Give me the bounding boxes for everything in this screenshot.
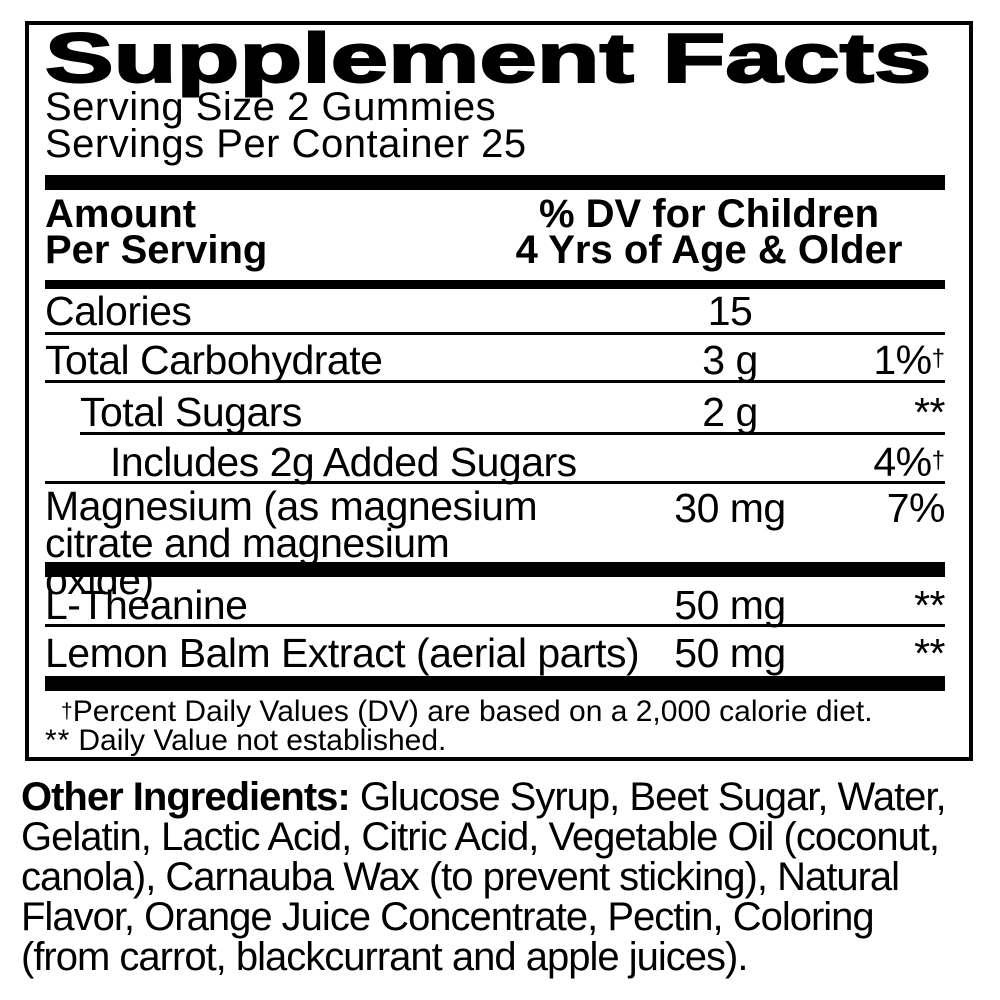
column-header-row: Amount Per Serving % DV for Children 4 Y… (45, 192, 945, 272)
dv-header-line2: 4 Yrs of Age & Older (515, 228, 903, 272)
nutrient-row-l-theanine: L-Theanine 50 mg ** (45, 577, 945, 628)
other-ingredients-line: Flavor, Orange Juice Concentrate, Pectin… (21, 895, 875, 939)
nutrient-name: Magnesium (as magnesium citrate and magn… (45, 483, 538, 603)
nutrient-name: Lemon Balm Extract (aerial parts) (45, 630, 640, 676)
other-ingredients-line: Other Ingredients: Glucose Syrup, Beet S… (21, 775, 947, 819)
nutrient-dv: ** (914, 630, 945, 676)
row-divider-indented (80, 432, 945, 435)
nutrient-dv: 4%† (873, 439, 945, 485)
nutrient-amount: 50 mg (674, 582, 786, 628)
panel-title: Supplement Facts (44, 19, 933, 97)
divider-bar-thick (45, 676, 945, 691)
row-divider (45, 481, 945, 484)
row-divider (45, 380, 945, 383)
other-ingredients-line: canola), Carnauba Wax (to prevent sticki… (21, 855, 900, 899)
servings-per-container: Servings Per Container 25 (45, 122, 527, 166)
nutrient-row-calories: Calories 15 (45, 289, 945, 332)
other-ingredients-line: Gelatin, Lactic Acid, Citric Acid, Veget… (21, 815, 940, 859)
nutrient-name: Total Sugars (80, 389, 302, 435)
footnote-dv-not-established: ** Daily Value not established. (45, 724, 447, 757)
dagger-footnote-mark: † (931, 345, 945, 372)
amount-header-line2: Per Serving (45, 228, 268, 272)
dv-header-line1: % DV for Children (538, 192, 880, 236)
nutrient-dv: 1%† (873, 337, 945, 383)
nutrient-amount: 15 (707, 288, 753, 334)
dagger-footnote-mark: † (61, 700, 73, 723)
divider-bar-medium (45, 280, 945, 289)
divider-bar-thick (45, 562, 945, 577)
nutrient-dv: 7% (886, 485, 946, 531)
nutrient-amount: 2 g (702, 389, 758, 435)
nutrient-row-added-sugars: Includes 2g Added Sugars 4%† (45, 435, 945, 485)
amount-column-header: Amount Per Serving (45, 192, 268, 272)
divider-bar-thick (45, 175, 945, 190)
nutrient-amount: 30 mg (674, 485, 786, 531)
nutrient-dv: ** (914, 582, 945, 628)
row-divider (45, 332, 945, 335)
other-ingredients-label: Other Ingredients: (21, 775, 351, 819)
row-divider (45, 624, 945, 627)
nutrient-name: Calories (45, 288, 192, 334)
nutrient-row-magnesium: Magnesium (as magnesium citrate and magn… (45, 484, 946, 601)
dagger-footnote-mark: † (931, 447, 945, 474)
supplement-facts-panel: Supplement Facts Serving Size 2 Gummies … (25, 21, 973, 761)
nutrient-row-lemon-balm: Lemon Balm Extract (aerial parts) 50 mg … (45, 627, 945, 674)
serving-size: Serving Size 2 Gummies (45, 85, 497, 129)
footnote-daily-values: †Percent Daily Values (DV) are based on … (61, 695, 873, 728)
nutrient-dv: ** (914, 389, 945, 435)
nutrient-name: L-Theanine (45, 582, 248, 628)
dv-column-header: % DV for Children 4 Yrs of Age & Older (509, 192, 909, 272)
other-ingredients-line: (from carrot, blackcurrant and apple jui… (21, 935, 748, 979)
nutrient-row-total-sugars: Total Sugars 2 g ** (45, 383, 945, 435)
nutrient-name: Includes 2g Added Sugars (110, 439, 577, 485)
nutrient-amount: 3 g (702, 337, 758, 383)
asterisk-footnote-mark: ** (45, 724, 71, 757)
nutrient-name: Total Carbohydrate (45, 337, 383, 383)
other-ingredients-paragraph: Other Ingredients: Glucose Syrup, Beet S… (21, 777, 996, 977)
nutrient-amount: 50 mg (674, 630, 786, 676)
footnotes: †Percent Daily Values (DV) are based on … (45, 695, 945, 757)
amount-header-line1: Amount (45, 192, 197, 236)
nutrient-row-total-carbohydrate: Total Carbohydrate 3 g 1%† (45, 335, 945, 383)
